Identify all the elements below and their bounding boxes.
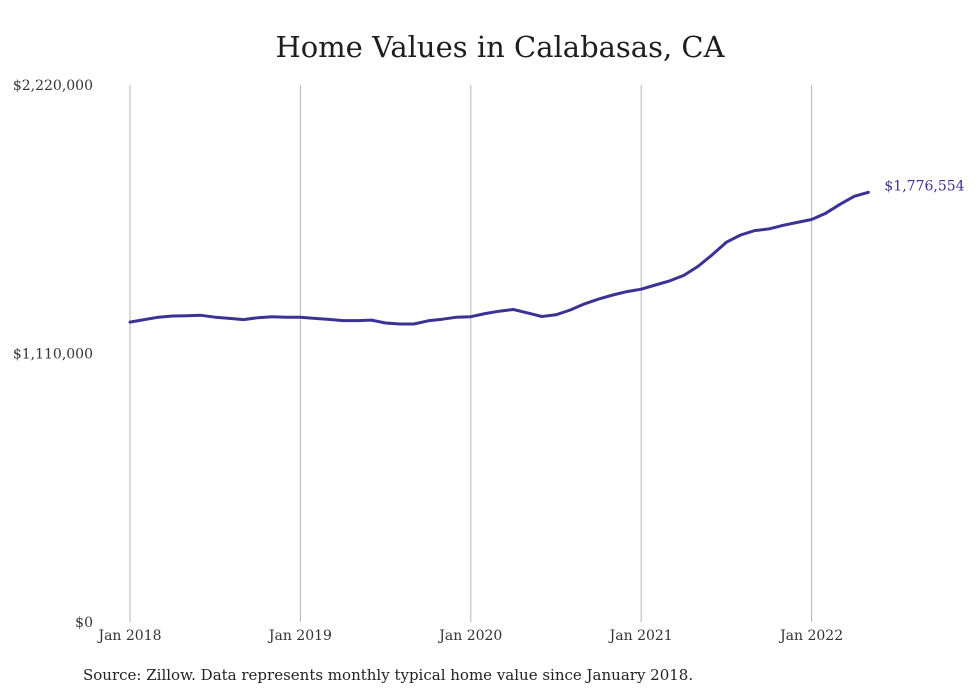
x-tick-label: Jan 2021 <box>608 628 673 644</box>
y-tick-label: $1,110,000 <box>13 347 93 363</box>
x-axis-ticks: Jan 2018 Jan 2019 Jan 2020 Jan 2021 Jan 2022 <box>96 628 843 644</box>
end-value-label: $1,776,554 <box>884 178 964 194</box>
x-tick-label: Jan 2020 <box>437 628 502 644</box>
x-tick-label: Jan 2018 <box>96 628 161 644</box>
y-axis-ticks: $0 $1,110,000 $2,220,000 <box>13 78 93 631</box>
source-note: Source: Zillow. Data represents monthly … <box>83 666 694 684</box>
grid-lines <box>129 85 813 622</box>
y-tick-label: $2,220,000 <box>13 78 93 94</box>
series-line <box>128 190 870 326</box>
y-tick-label: $0 <box>75 615 93 631</box>
x-tick-label: Jan 2019 <box>267 628 332 644</box>
chart-title: Home Values in Calabasas, CA <box>275 30 725 64</box>
x-tick-label: Jan 2022 <box>778 628 843 644</box>
